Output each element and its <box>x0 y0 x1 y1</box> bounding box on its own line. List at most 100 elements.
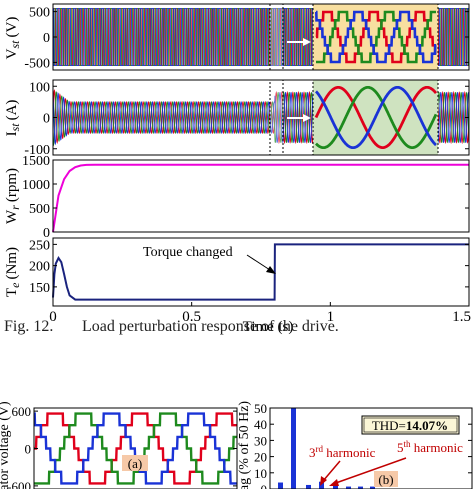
torque-xtick-label: 0.5 <box>182 309 201 325</box>
current-ylabel-main: I <box>4 131 20 136</box>
harmonic-bar <box>370 486 375 489</box>
voltage-ytick-label: 0 <box>43 31 50 46</box>
current-ytick-label: 100 <box>29 80 50 95</box>
harmonic-ytick-label: 30 <box>254 433 267 448</box>
speed-y-ticks: 1500 1000 500 0 <box>22 154 469 241</box>
current-y-ticks: 100 0 -100 <box>24 80 469 158</box>
harmonic-3rd-text: harmonic <box>323 445 376 460</box>
stator-voltage-ylabel: ator voltage (V) <box>0 401 12 489</box>
speed-panel: 1500 1000 500 0 Wr (rpm) <box>4 154 470 241</box>
speed-series-line <box>52 163 469 233</box>
harmonic-3rd-arrow <box>322 460 341 482</box>
stator-voltage-ytick-label: -600 <box>7 479 31 489</box>
current-inset-phase-line <box>315 86 437 149</box>
torque-ylabel: Te (Nm) <box>4 247 22 297</box>
voltage-ytick-label: -500 <box>24 56 50 71</box>
harmonic-3rd-number: 3 <box>309 445 316 460</box>
torque-axes <box>52 237 470 307</box>
harmonic-3rd-sup: rd <box>316 444 324 454</box>
current-inset-phase-line <box>315 86 438 149</box>
harmonic-5th-number: 5 <box>397 440 404 455</box>
voltage-ylabel-main: V <box>4 48 20 59</box>
harmonic-ytick-label: 0 <box>261 482 268 489</box>
voltage-zoom-inset <box>315 10 437 64</box>
torque-xtick-label: 1.5 <box>452 309 471 325</box>
speed-axes <box>52 159 470 233</box>
voltage-ylabel-unit: (V) <box>4 17 20 38</box>
harmonic-5th-text: harmonic <box>411 440 464 455</box>
stator-voltage-phase-line <box>34 412 237 485</box>
harmonic-ytick-label: 40 <box>254 417 267 432</box>
torque-ytick-label: 150 <box>29 281 50 296</box>
torque-x-ticks: 0 0.5 1 1.5 <box>49 302 471 325</box>
harmonic-5th-annotation: 5th harmonic <box>397 439 463 455</box>
harmonic-5th-arrowhead <box>329 479 339 486</box>
voltage-ytick-label: 500 <box>29 6 50 21</box>
harmonic-3rd-arrowhead <box>320 476 327 486</box>
speed-ytick-label: 500 <box>29 202 50 217</box>
stator-voltage-panel-label-bg <box>122 455 148 471</box>
stator-voltage-ytick-label: 600 <box>12 404 32 419</box>
torque-annotation-arrowhead <box>266 266 276 274</box>
torque-panel: 250 200 150 0 0.5 1 1.5 Torque changed Te (Nm)… <box>4 237 471 335</box>
voltage-zoom-arrowhead <box>303 38 311 46</box>
torque-ytick-label: 250 <box>29 238 50 253</box>
figure-caption: Fig. 12. Load perturbation response of th… <box>4 318 474 340</box>
current-ylabel-sub: st <box>8 123 22 132</box>
voltage-inset-phase-line <box>316 10 436 64</box>
harmonic-panel-label-bg <box>374 471 398 487</box>
stator-voltage-panel-label: (a) <box>128 456 142 471</box>
harmonic-ylabel: ag (% of 50 Hz) <box>237 401 252 489</box>
current-ytick-label: 0 <box>43 112 50 127</box>
torque-ylabel-unit: (Nm) <box>4 247 20 280</box>
current-ylabel: Ist (A) <box>4 100 22 137</box>
figure-caption-label: Fig. 12. <box>4 318 54 335</box>
current-zoom-marker <box>269 79 284 156</box>
voltage-y-ticks: 500 0 -500 <box>24 6 469 71</box>
voltage-panel: 500 0 -500 Vst (V) <box>4 3 470 71</box>
torque-series-line <box>52 243 469 301</box>
harmonic-axes <box>269 407 473 489</box>
current-panel: 100 0 -100 Ist (A) <box>4 79 470 158</box>
harmonic-bars <box>278 408 375 489</box>
speed-ylabel-sub: r <box>8 205 22 210</box>
thd-value: 14.07% <box>406 418 448 433</box>
thd-label: THD= <box>372 418 406 433</box>
stator-voltage-phase-line <box>34 412 237 485</box>
stator-voltage-panel: 600 0 -600 (a) ator voltage (V) <box>0 401 238 489</box>
speed-ylabel-main: W <box>4 209 20 224</box>
torque-ylabel-sub: e <box>8 282 22 288</box>
harmonic-3rd-annotation: 3rd harmonic <box>309 444 376 460</box>
harmonic-panel-label: (b) <box>378 472 393 487</box>
stator-voltage-y-ticks: 600 0 -600 <box>7 404 237 489</box>
harmonic-bar <box>278 482 283 489</box>
voltage-ylabel: Vst (V) <box>4 17 22 60</box>
figure-caption-text: Load perturbation response of the drive. <box>82 318 339 335</box>
harmonic-ytick-label: 10 <box>254 466 267 481</box>
torque-ylabel-main: T <box>4 288 20 297</box>
torque-xtick-label: 1 <box>327 309 335 325</box>
harmonic-5th-arrow <box>332 457 407 485</box>
harmonic-bar <box>291 408 296 489</box>
torque-xtick-label: 0 <box>49 309 57 325</box>
speed-ylabel-unit: (rpm) <box>4 168 20 202</box>
speed-ytick-label: 1500 <box>22 154 50 169</box>
torque-ytick-label: 200 <box>29 260 50 275</box>
harmonic-bar <box>358 486 363 489</box>
torque-annotation-arrow <box>246 254 271 271</box>
harmonic-bar <box>319 481 324 489</box>
current-inset-phase-line <box>314 86 438 149</box>
stator-voltage-waveforms <box>34 412 237 485</box>
speed-ylabel: Wr (rpm) <box>4 168 22 224</box>
voltage-inset-phase-line <box>315 10 437 64</box>
harmonic-ytick-label: 50 <box>254 401 267 416</box>
stator-voltage-ytick-label: 0 <box>25 442 32 457</box>
torque-y-ticks: 250 200 150 <box>29 238 469 296</box>
voltage-ylabel-sub: st <box>8 40 22 49</box>
harmonic-bar <box>346 486 351 489</box>
thd-box-inner <box>363 417 458 433</box>
harmonic-5th-sup: th <box>404 439 412 449</box>
